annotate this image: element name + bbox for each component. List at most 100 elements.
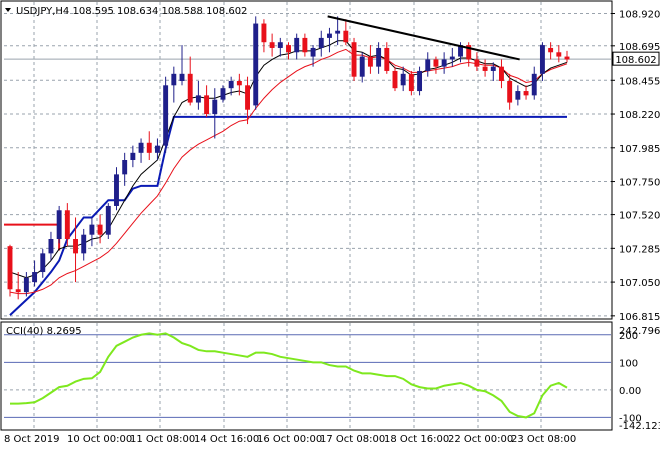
candle-body xyxy=(376,47,382,67)
candle-body xyxy=(15,289,21,293)
candle-body xyxy=(154,145,160,153)
candle-body xyxy=(449,56,455,60)
candle-body xyxy=(7,246,13,290)
price-tick-label: 107.750 xyxy=(619,178,660,189)
candle-body xyxy=(539,45,545,74)
cci-panel-frame xyxy=(0,321,613,431)
candle-body xyxy=(56,210,62,239)
cci-tick-label: -142.1235 xyxy=(619,421,660,432)
candle-body xyxy=(212,99,218,115)
cci-tick-label: -100 xyxy=(619,413,642,424)
cci-tick-label: 242.7966 xyxy=(619,326,660,337)
cci-tick-label: 0.00 xyxy=(619,386,641,397)
candle-body xyxy=(122,160,128,175)
candle-body xyxy=(351,42,357,77)
cci-axis: 242.7966200 100 0.00 -100-142.1235 xyxy=(619,326,660,432)
cci-header: CCI(40) 8.2695 xyxy=(6,326,82,337)
time-tick-label: 17 Oct 08:00 xyxy=(320,434,385,445)
current-price-label: 108.602 xyxy=(615,55,656,66)
candle-body xyxy=(499,66,504,81)
current-price-tag: 108.602 xyxy=(612,51,660,66)
candle-body xyxy=(261,23,267,43)
candle-body xyxy=(507,81,513,103)
candle-body xyxy=(130,152,136,160)
price-tick-label: 107.520 xyxy=(619,211,660,222)
candle-body xyxy=(23,277,29,293)
cci-line xyxy=(10,332,568,419)
ma-slow-line xyxy=(9,48,568,295)
time-tick-label: 23 Oct 08:00 xyxy=(511,434,576,445)
candle-body xyxy=(310,47,316,57)
candle-body xyxy=(138,142,144,153)
candle-body xyxy=(400,73,406,86)
time-tick-label: 11 Oct 08:00 xyxy=(130,434,195,445)
candle-body xyxy=(277,42,283,48)
candle-body xyxy=(294,37,300,53)
price-tick-label: 107.985 xyxy=(619,144,660,155)
candle-body xyxy=(343,30,349,43)
candle-body xyxy=(228,81,234,89)
candle-body xyxy=(81,234,87,254)
candle-body xyxy=(359,56,365,77)
candle-body xyxy=(245,85,251,110)
candle-body xyxy=(73,239,78,254)
candle-body xyxy=(236,81,242,86)
price-tick-label: 106.815 xyxy=(619,312,660,323)
candle-body xyxy=(466,45,472,60)
symbol-header: USDJPY,H4 108.595 108.634 108.588 108.60… xyxy=(16,6,247,17)
candle-body xyxy=(220,88,226,100)
time-tick-label: 18 Oct 16:00 xyxy=(384,434,449,445)
candle-body xyxy=(32,272,38,283)
time-tick-label: 22 Oct 00:00 xyxy=(448,434,513,445)
price-tick-label: 108.920 xyxy=(619,9,660,20)
candle-body xyxy=(392,70,398,89)
candle-body xyxy=(48,239,54,254)
candle-body xyxy=(417,70,423,92)
candle-body xyxy=(515,91,521,100)
time-tick-label: 8 Oct 2019 xyxy=(4,434,59,445)
candle-body xyxy=(458,45,463,57)
candle-body xyxy=(367,56,373,67)
candle-body xyxy=(302,37,308,53)
cci-tick-label: 200 xyxy=(619,331,638,342)
trendline-path[interactable] xyxy=(327,15,520,61)
candle-body xyxy=(531,73,537,96)
candle-body xyxy=(335,30,341,34)
candle-body xyxy=(187,73,193,103)
price-tick-label: 108.455 xyxy=(619,76,660,87)
candle-body xyxy=(204,95,210,115)
candle-body xyxy=(97,224,103,235)
main-panel-frame xyxy=(0,0,613,320)
ma-slow-path xyxy=(9,48,568,295)
candle-body xyxy=(441,59,447,67)
candle-body xyxy=(89,224,95,235)
time-tick-label: 10 Oct 00:00 xyxy=(67,434,132,445)
candle-body xyxy=(171,73,177,86)
candle-body xyxy=(40,253,46,273)
candle-body xyxy=(482,66,488,71)
candle-body xyxy=(523,91,529,96)
price-tick-label: 108.220 xyxy=(619,110,660,121)
candle-body xyxy=(408,73,414,92)
candle-body xyxy=(425,59,431,71)
candle-body xyxy=(195,95,201,103)
cci-path xyxy=(10,332,568,419)
candle-body xyxy=(556,52,562,57)
candle-body xyxy=(286,45,291,53)
candle-body xyxy=(253,23,259,106)
candle-body xyxy=(179,73,185,81)
price-tick-label: 107.285 xyxy=(619,244,660,255)
trendline[interactable] xyxy=(327,15,520,61)
time-tick-label: 16 Oct 00:00 xyxy=(257,434,322,445)
dropdown-triangle-icon[interactable] xyxy=(5,8,11,12)
candle-body xyxy=(269,42,275,48)
candle-body xyxy=(433,59,439,67)
candle-body xyxy=(564,56,570,60)
candle-body xyxy=(146,142,152,153)
time-tick-label: 14 Oct 16:00 xyxy=(194,434,259,445)
candle-body xyxy=(318,37,324,48)
candles xyxy=(7,16,570,300)
